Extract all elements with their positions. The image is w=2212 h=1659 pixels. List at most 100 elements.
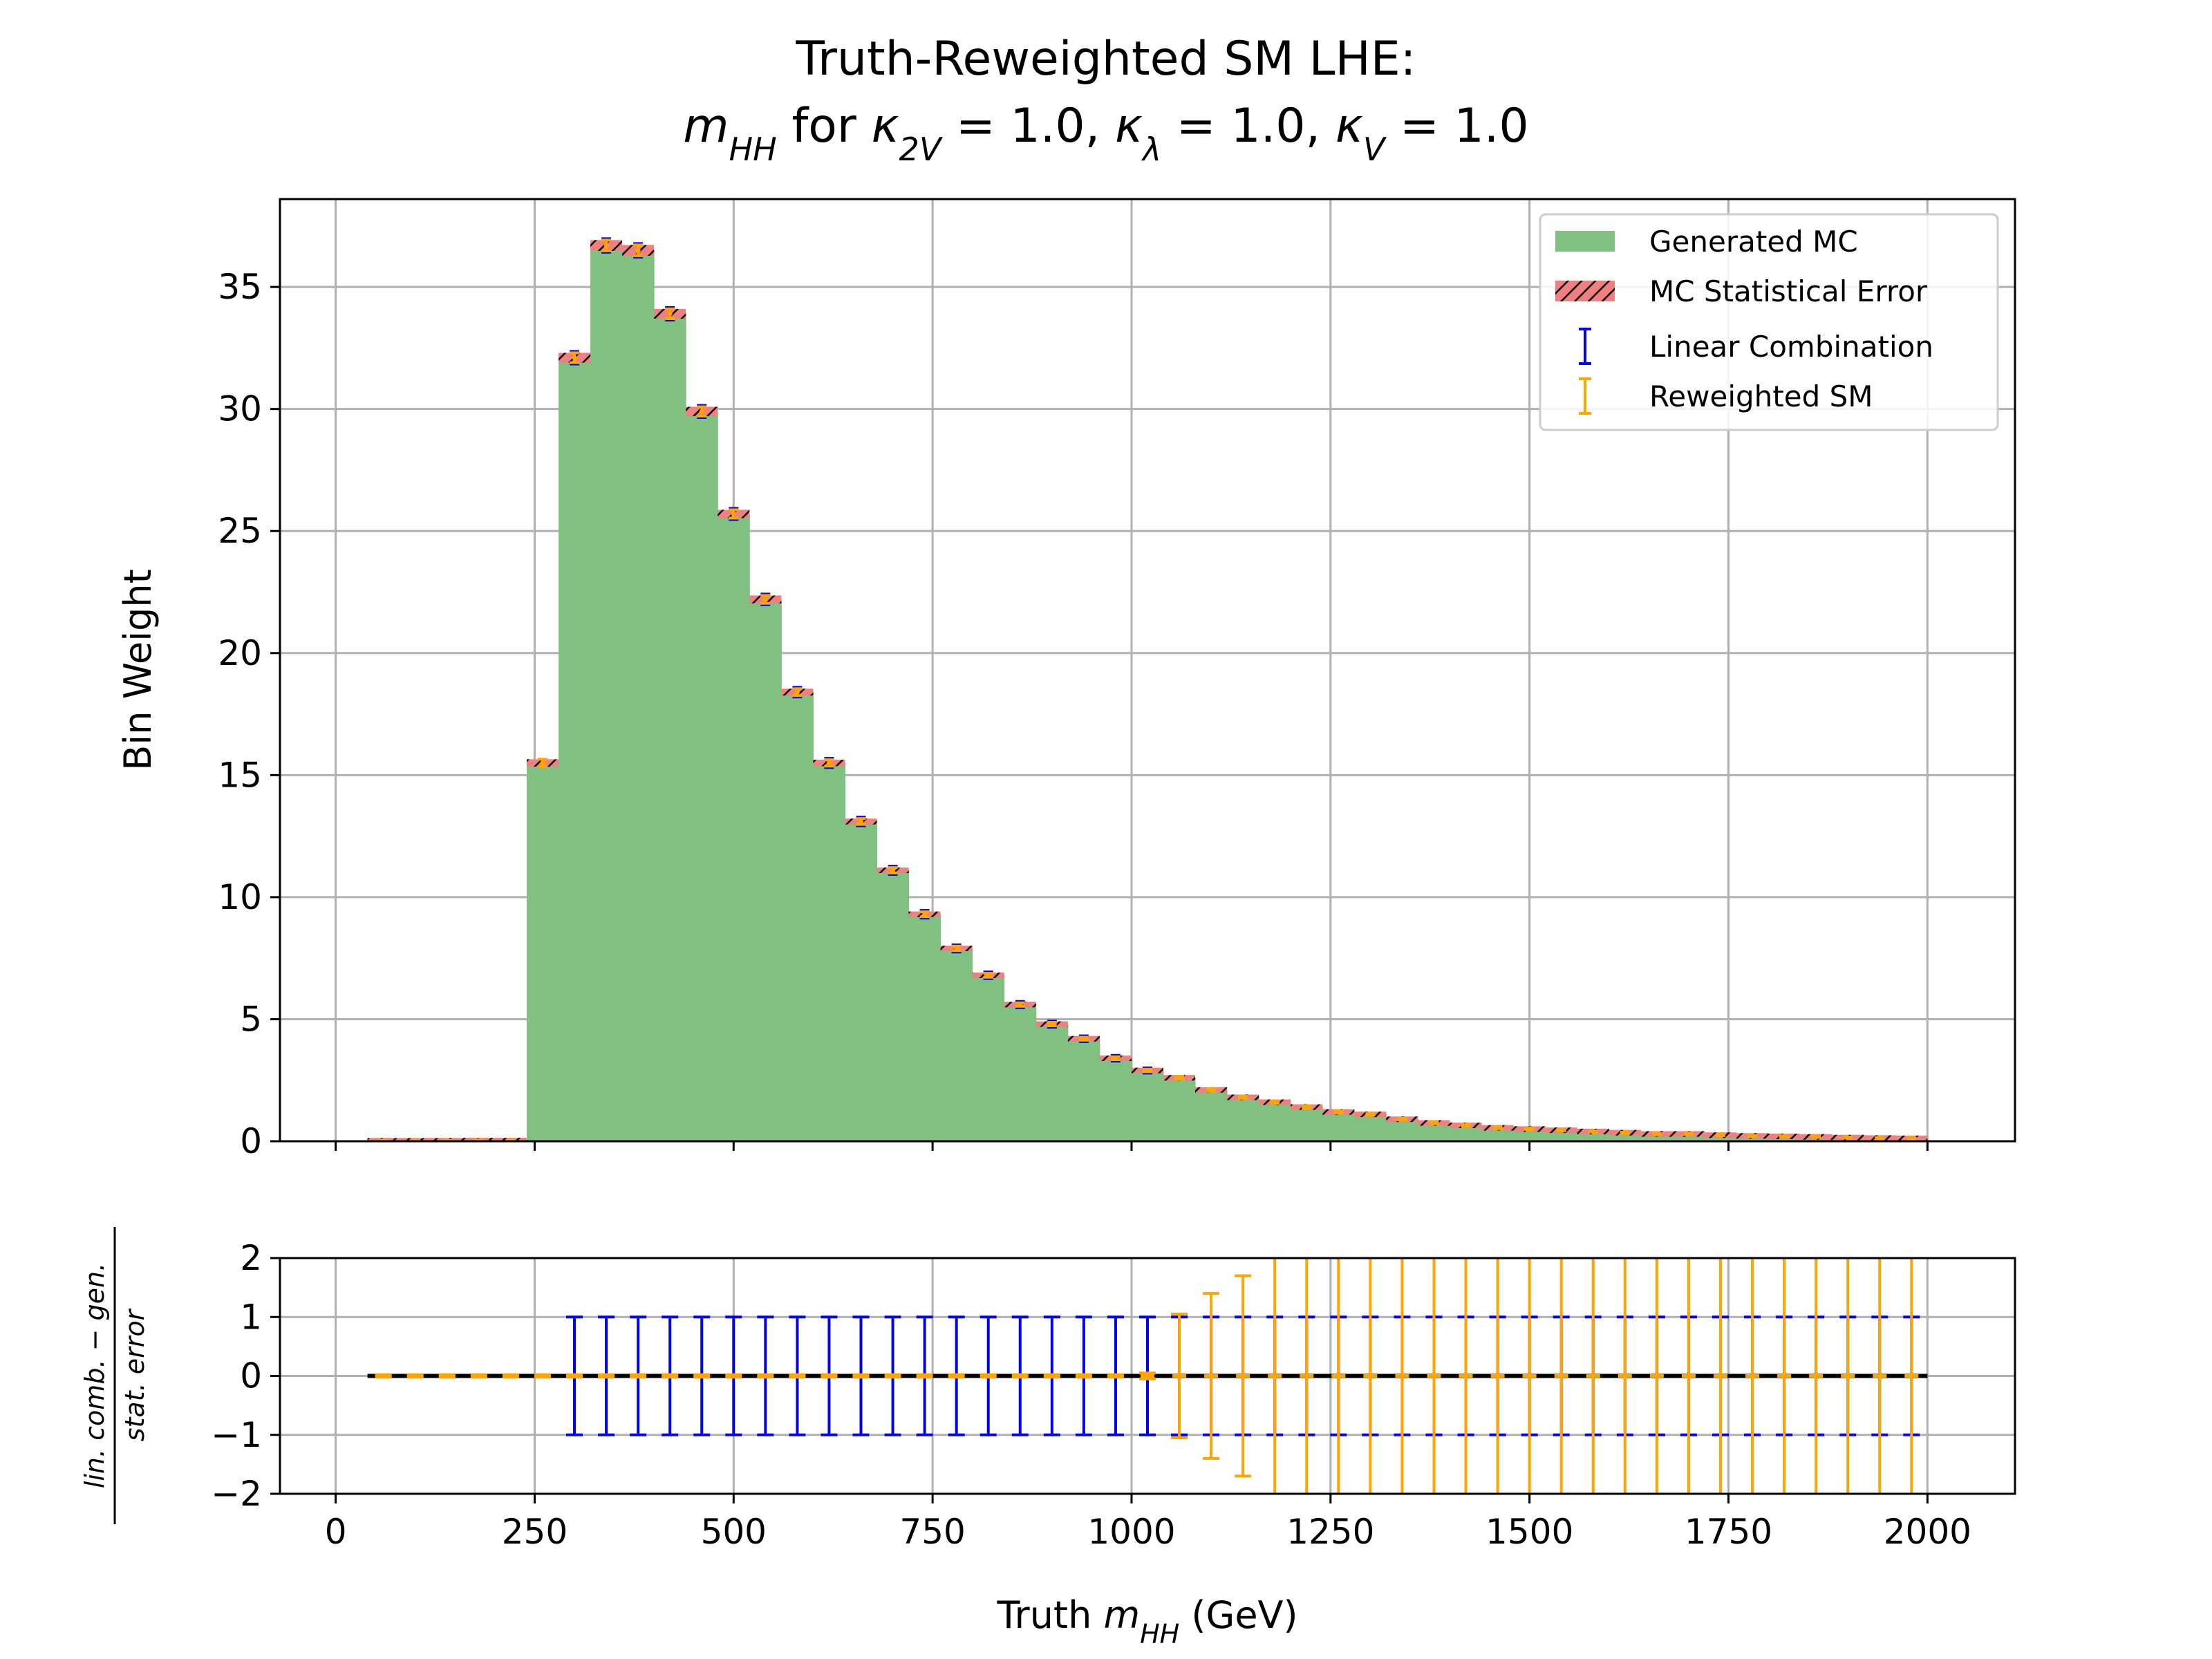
reweighted-sm-point <box>1495 1125 1501 1131</box>
reweighted-sm-point <box>1654 1131 1660 1136</box>
x-tick-label: 1500 <box>1485 1512 1573 1552</box>
legend-label-linear-combination: Linear Combination <box>1649 330 1933 364</box>
reweighted-sm-point <box>1208 1087 1214 1093</box>
ratio-ticks: 0 250 500 750 1000 1250 1500 1750 2000 −2 −1 0 1 2 <box>211 1238 1971 1552</box>
reweighted-sm-point <box>1367 1112 1373 1117</box>
reweighted-sm-point <box>667 311 673 317</box>
reweighted-sm-point <box>1781 1134 1787 1139</box>
legend-swatch-mc-stat-error <box>1555 281 1615 301</box>
reweighted-sm-point <box>1177 1075 1182 1080</box>
generated-mc-bar <box>1704 1135 1737 1141</box>
generated-mc-bar <box>1131 1070 1164 1141</box>
reweighted-sm-point <box>1559 1127 1564 1133</box>
main-y-tick-label: 0 <box>240 1121 262 1161</box>
generated-mc-bar <box>845 821 878 1141</box>
reweighted-sm-point <box>1845 1135 1850 1141</box>
generated-mc-bar <box>1291 1107 1323 1141</box>
reweighted-sm-point <box>572 355 577 361</box>
generated-mc-bar <box>1513 1129 1546 1141</box>
generated-mc-bar <box>749 599 782 1141</box>
generated-mc-bar <box>1450 1125 1483 1141</box>
ratio-plot-panel: 0 250 500 750 1000 1250 1500 1750 2000 −2 −1 0 1 2 li… <box>79 1227 2016 1649</box>
x-tick-label: 1750 <box>1685 1512 1772 1552</box>
generated-mc-bar <box>1067 1038 1100 1141</box>
reweighted-sm-point <box>1304 1105 1309 1110</box>
reweighted-sm-point <box>1527 1126 1533 1132</box>
x-tick-label: 0 <box>325 1512 347 1552</box>
x-tick-label: 500 <box>701 1512 767 1552</box>
main-y-tick-label: 25 <box>218 511 262 551</box>
chart-subtitle: mHH for κ2V = 1.0, κλ = 1.0, κV = 1.0 <box>683 99 1528 168</box>
generated-mc-bar <box>590 245 623 1141</box>
x-tick-label: 1250 <box>1286 1512 1374 1552</box>
legend-label-mc-stat-error: MC Statistical Error <box>1649 274 1928 308</box>
reweighted-sm-point <box>1018 1002 1023 1007</box>
reweighted-sm-point <box>762 597 768 602</box>
reweighted-sm-point <box>1145 1068 1150 1074</box>
generated-mc-bar <box>1099 1058 1132 1141</box>
ratio-y-tick-label: −2 <box>211 1474 262 1514</box>
main-y-tick-label: 5 <box>240 999 262 1039</box>
main-plot-panel: 0 5 10 15 20 25 30 35 Bin Weight <box>116 198 2016 1161</box>
generated-mc-bar <box>1163 1078 1196 1141</box>
reweighted-sm-point <box>1335 1109 1341 1115</box>
generated-mc-bar <box>1354 1114 1387 1141</box>
reweighted-sm-point <box>1686 1131 1691 1136</box>
error-markers <box>367 237 1928 1141</box>
chart-title: Truth-Reweighted SM LHE: <box>795 32 1416 86</box>
x-axis-label: Truth mHH (GeV) <box>996 1593 1297 1649</box>
reweighted-sm-point <box>1049 1022 1055 1027</box>
ratio-y-tick-label: 2 <box>240 1238 262 1278</box>
legend-frame <box>1539 213 1999 431</box>
generated-mc-bar <box>781 692 814 1141</box>
ratio-y-tick-label: 0 <box>240 1356 262 1396</box>
x-tick-label: 250 <box>502 1512 568 1552</box>
generated-mc-bar <box>1386 1119 1418 1141</box>
ratio-y-tick-label: 1 <box>240 1297 262 1337</box>
generated-mc-bar <box>1481 1127 1515 1141</box>
reweighted-sm-point <box>1463 1123 1469 1128</box>
reweighted-sm-point <box>731 512 736 517</box>
generated-mc-bar <box>1004 1004 1037 1141</box>
reweighted-sm-point <box>1718 1132 1723 1138</box>
generated-mc-bar <box>1227 1097 1259 1141</box>
generated-mc-bar <box>558 357 591 1141</box>
legend-label-reweighted-sm: Reweighted SM <box>1649 379 1873 413</box>
legend: Generated MC MC Statistical Error Linear… <box>1539 213 1999 431</box>
main-ticks: 0 5 10 15 20 25 30 35 <box>218 267 1929 1161</box>
reweighted-sm-point <box>986 973 991 978</box>
generated-mc-bar <box>654 313 686 1141</box>
x-tick-label: 750 <box>899 1512 965 1552</box>
reweighted-sm-point <box>1431 1121 1436 1126</box>
reweighted-sm-point <box>859 818 864 824</box>
legend-swatch-reweighted-sm <box>1579 377 1591 415</box>
legend-label-generated-mc: Generated MC <box>1649 225 1858 259</box>
main-y-tick-label: 30 <box>218 389 262 429</box>
reweighted-sm-point <box>1909 1136 1914 1141</box>
reweighted-sm-point <box>1399 1116 1405 1122</box>
generated-mc-bar <box>1418 1123 1451 1141</box>
generated-mc-bar <box>718 514 750 1141</box>
ratio-y-axis-label: lin. comb. − gen. stat. error <box>79 1227 150 1524</box>
reweighted-sm-point <box>826 760 832 766</box>
reweighted-sm-point <box>603 243 609 248</box>
reweighted-sm-point <box>1240 1094 1246 1100</box>
reweighted-sm-point <box>635 247 641 253</box>
generated-mc-bar <box>1195 1089 1228 1141</box>
ratio-marks <box>367 1258 1928 1494</box>
reweighted-sm-point <box>1113 1056 1118 1061</box>
main-y-tick-label: 35 <box>218 267 262 307</box>
reweighted-sm-point <box>922 912 928 917</box>
x-tick-label: 2000 <box>1884 1512 1971 1552</box>
generated-mc-bar <box>1035 1024 1069 1141</box>
main-axes-frame <box>279 198 2016 1143</box>
generated-mc-bar <box>1672 1134 1705 1141</box>
reweighted-sm-point <box>1622 1130 1628 1136</box>
generated-mc-bar <box>526 762 559 1141</box>
x-tick-label: 1000 <box>1087 1512 1175 1552</box>
generated-mc-bar <box>940 948 973 1141</box>
generated-mc-bars <box>367 245 1928 1141</box>
reweighted-sm-point <box>1813 1134 1819 1140</box>
ratio-y-denominator: stat. error <box>120 1308 150 1441</box>
